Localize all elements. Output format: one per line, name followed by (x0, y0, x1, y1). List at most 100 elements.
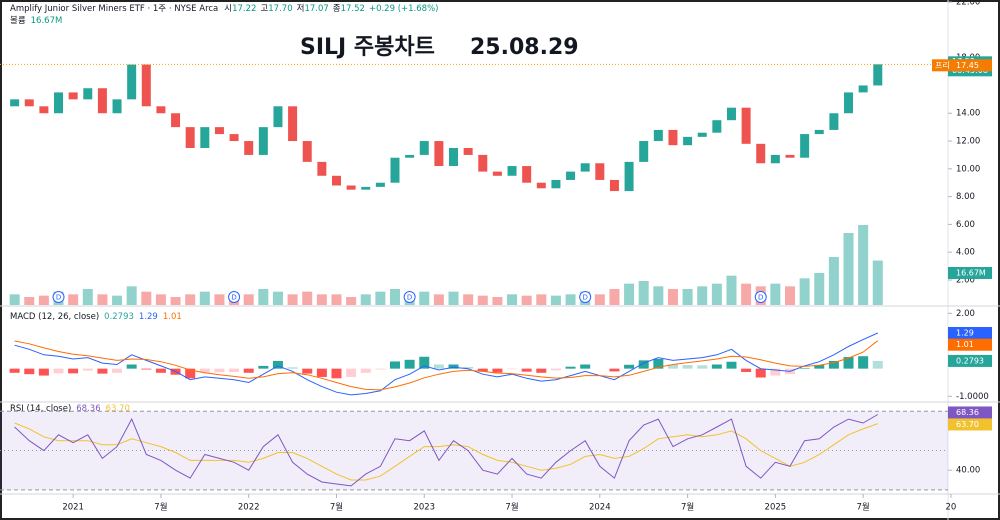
rsi-header: RSI (14, close) 68.36 63.70 (10, 404, 130, 414)
chart-date: 25.08.29 (470, 35, 579, 60)
volume-bar (433, 294, 444, 305)
candle-body (522, 166, 532, 183)
macd-histogram (580, 364, 591, 369)
volume-bar (872, 260, 883, 305)
macd-histogram (229, 368, 240, 372)
macd-histogram (390, 361, 400, 369)
macd-badge (948, 326, 992, 339)
x-tick-label: 7월 (505, 502, 518, 513)
candle-body (814, 129, 824, 135)
macd-histogram (814, 365, 825, 369)
macd-badge-value: 1.29 (956, 328, 974, 337)
y-tick-label: 10.00 (956, 164, 980, 174)
macd-histogram (53, 368, 64, 374)
rsi-badge (948, 406, 992, 419)
macd-histogram (463, 366, 474, 369)
candle-body (741, 107, 751, 144)
volume-bar (390, 289, 400, 305)
volume-bar (141, 291, 152, 305)
candle-body (492, 171, 502, 176)
macd-histogram (360, 368, 371, 373)
macd-histogram (287, 367, 298, 369)
rsi-ma-badge-value: 63.70 (956, 420, 979, 429)
macd-histogram (843, 357, 854, 369)
volume-bar (170, 297, 181, 305)
dividend-marker (52, 291, 65, 303)
volume-header: 볼륨 16.67M (10, 15, 62, 26)
macd-histogram (141, 368, 152, 370)
chart-title: SILJ 주봉차트 (300, 35, 435, 60)
volume-bar (24, 297, 35, 305)
macd-histogram (375, 368, 386, 370)
premarket-badge (932, 59, 992, 72)
candle-body (302, 141, 312, 162)
ohlc-label: 종 (333, 4, 341, 14)
volume-bar (653, 286, 664, 305)
macd-histogram (726, 361, 737, 369)
volume-bar (360, 294, 371, 305)
rsi-ma-line (14, 422, 878, 481)
volume-bar (565, 294, 576, 305)
volume-bar (448, 291, 459, 305)
volume-bar (785, 286, 795, 305)
volume-bar (68, 294, 79, 305)
rsi-line (14, 414, 879, 487)
volume-bar (38, 295, 49, 305)
candle-body (258, 127, 268, 155)
candle-body (580, 163, 590, 172)
volume-badge (948, 267, 992, 279)
x-tick-label: 7월 (154, 502, 167, 513)
volume-bar (331, 294, 342, 305)
y-tick-label: -1.0000 (956, 392, 989, 402)
macd-histogram (828, 360, 839, 369)
candle-body (24, 99, 34, 107)
candle-body (712, 120, 722, 133)
ohlc-label: 시 (224, 4, 232, 14)
candle-body (68, 92, 78, 100)
candle-body (288, 106, 298, 142)
x-tick-label: 7월 (330, 502, 343, 513)
volume-bar (624, 283, 635, 305)
volume-bar (82, 289, 93, 305)
volume-bar (594, 294, 605, 305)
dividend-marker (579, 291, 592, 303)
macd-histogram (858, 356, 869, 369)
ohlc-label: 저 (297, 4, 305, 14)
candle-body (653, 129, 663, 142)
macd-hist-value: 0.2793 (104, 312, 134, 322)
macd-histogram (448, 364, 459, 369)
signal-badge (948, 338, 992, 351)
x-tick-label: 2025 (765, 503, 787, 513)
candle-body (83, 88, 93, 100)
volume-bar (302, 291, 313, 305)
volume-bar (287, 294, 298, 305)
signal-line (14, 340, 879, 391)
candle-body (39, 106, 49, 114)
dividend-marker (228, 291, 241, 303)
candle-body (449, 147, 459, 167)
dividend-marker (754, 291, 767, 303)
volume-bar (463, 294, 474, 305)
volume-bar (726, 275, 737, 305)
candle-body (800, 134, 810, 158)
change: +0.29 (+1.68%) (369, 4, 439, 14)
candle-body (756, 143, 766, 164)
macd-title: MACD (12, 26, close) (10, 312, 99, 322)
candle-body (683, 136, 693, 146)
volume-bar (492, 297, 503, 305)
macd-histogram (214, 368, 225, 373)
candle-body (346, 185, 356, 190)
rsi-badge-value: 68.36 (956, 408, 979, 417)
macd-histogram (272, 360, 283, 369)
ohlc-value: 17.07 (304, 4, 328, 14)
macd-histogram (331, 368, 342, 379)
x-tick-label: 7월 (681, 502, 694, 513)
macd-histogram (38, 368, 49, 376)
candle-body (171, 113, 181, 128)
volume-value: 16.67M (31, 16, 63, 26)
volume-bar (507, 294, 518, 305)
macd-histogram (550, 368, 561, 371)
macd-histogram (638, 360, 649, 369)
candle-body (785, 154, 795, 158)
macd-histogram (243, 368, 254, 373)
